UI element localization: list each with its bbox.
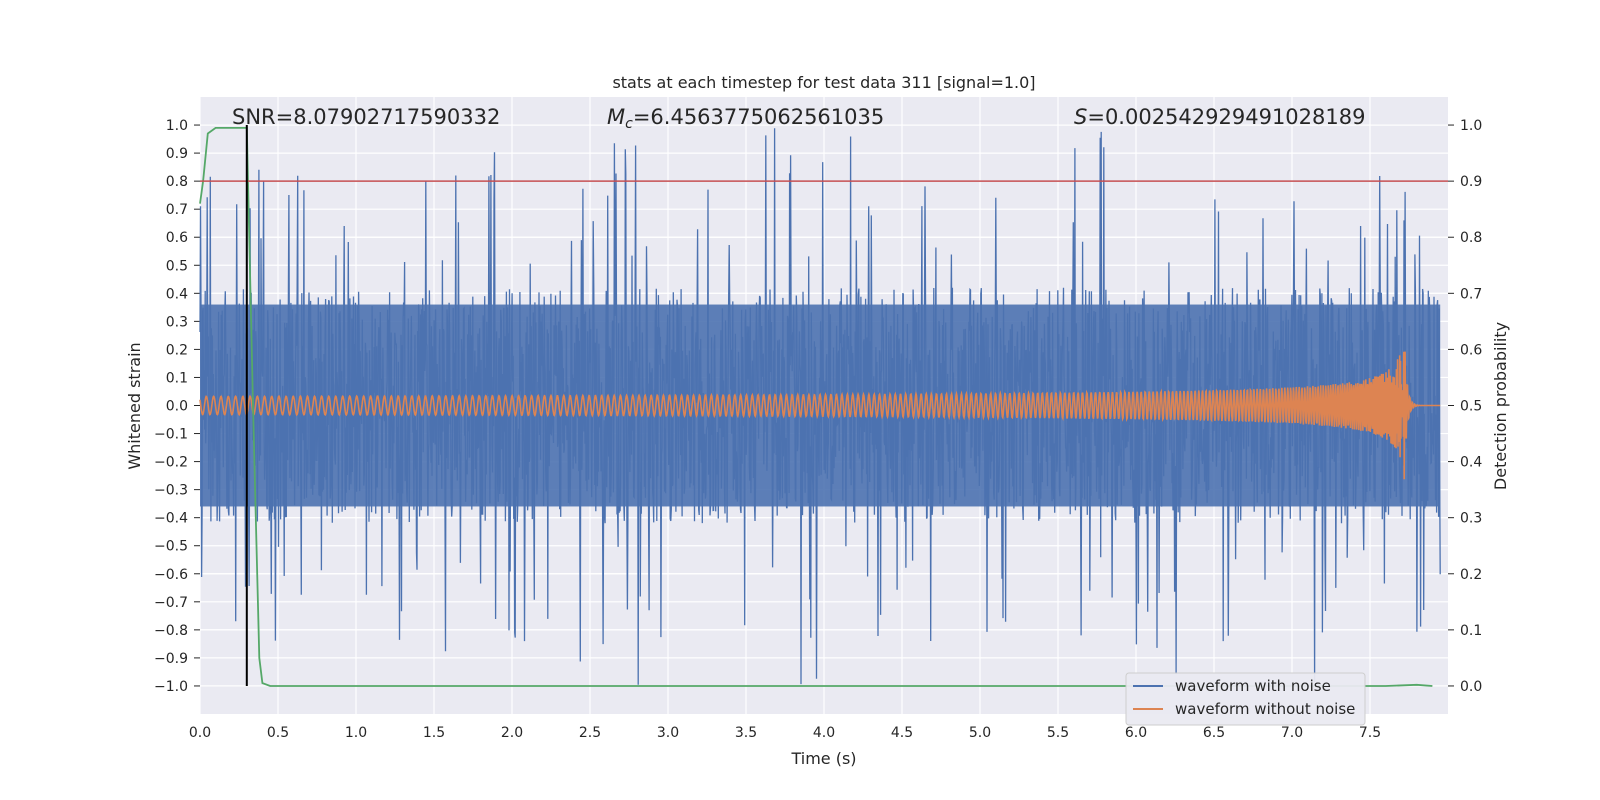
x-tick-label: 6.0 (1125, 725, 1147, 741)
y-tick-label: 0.8 (166, 174, 188, 190)
y-tick-label: 0.3 (166, 314, 188, 330)
y2-tick-label: 0.7 (1460, 286, 1482, 302)
x-tick-label: 3.5 (735, 725, 757, 741)
x-tick-label: 6.5 (1203, 725, 1225, 741)
overlays (200, 125, 1448, 686)
y-axis-label: Whitened strain (125, 342, 144, 469)
x-tick-label: 4.5 (891, 725, 913, 741)
y-tick-label: 1.0 (166, 118, 188, 134)
y2-tick-label: 0.8 (1460, 230, 1482, 246)
y2-tick-label: 0.2 (1460, 567, 1482, 583)
series-waveform-without-noise (199, 351, 1441, 480)
y-tick-label: 0.1 (166, 370, 188, 386)
mc-subscript: c (625, 116, 633, 132)
x-tick-label: 7.0 (1281, 725, 1303, 741)
y2-tick-label: 0.3 (1460, 511, 1482, 527)
y-tick-label: −0.2 (154, 455, 188, 471)
legend-label-noise: waveform with noise (1175, 677, 1331, 695)
s-value: =0.002542929491028189 (1087, 105, 1365, 129)
x-tick-label: 2.0 (501, 725, 523, 741)
legend-box (1125, 672, 1366, 726)
y-tick-label: 0.7 (166, 202, 188, 218)
y-tick-label: −0.9 (154, 651, 188, 667)
chirp-mass-annotation: Mc=6.4563775062561035 (607, 105, 884, 132)
series-detection-probability (199, 127, 1433, 687)
y2-tick-label: 0.4 (1460, 455, 1482, 471)
legend: waveform with noise waveform without noi… (1125, 672, 1366, 726)
y-tick-label: 0.5 (166, 258, 188, 274)
x-tick-label: 5.0 (969, 725, 991, 741)
y-tick-label: −0.4 (154, 511, 188, 527)
y-tick-label: 0.6 (166, 230, 188, 246)
y-tick-label: −1.0 (154, 679, 188, 695)
y-tick-label: −0.1 (154, 427, 188, 443)
y-tick-labels: 1.0 0.9 0.8 0.7 0.6 0.5 0.4 0.3 0.2 0.1 0.0 −0.1 −0.… (154, 118, 188, 695)
s-annotation: S=0.002542929491028189 (1074, 105, 1365, 129)
y2-tick-label: 0.0 (1460, 679, 1482, 695)
y2-tick-label: 0.1 (1460, 623, 1482, 639)
detection-probability-line (199, 127, 1433, 687)
y2-tick-label: 0.5 (1460, 399, 1482, 415)
mc-symbol: M (607, 105, 625, 129)
x-tick-label: 5.5 (1047, 725, 1069, 741)
x-tick-label: 0.0 (189, 725, 211, 741)
y-tick-label: −0.8 (154, 623, 188, 639)
y2-tick-label: 1.0 (1460, 118, 1482, 134)
y2-axis-label: Detection probability (1491, 322, 1510, 490)
s-symbol: S (1074, 105, 1087, 129)
x-tick-label: 0.5 (267, 725, 289, 741)
y-tick-label: 0.2 (166, 342, 188, 358)
x-tick-labels: 0.0 0.5 1.0 1.5 2.0 2.5 3.0 3.5 4.0 4.5 5.0 5.5 6.0 6… (189, 725, 1381, 741)
x-tick-label: 1.5 (423, 725, 445, 741)
x-tick-label: 3.0 (657, 725, 679, 741)
y-tick-label: −0.6 (154, 567, 188, 583)
snr-annotation: SNR=8.07902717590332 (232, 105, 500, 129)
y-tick-label: −0.7 (154, 595, 188, 611)
mc-value: =6.4563775062561035 (633, 105, 884, 129)
y-tick-label: 0.9 (166, 146, 188, 162)
x-tick-label: 2.5 (579, 725, 601, 741)
legend-label-clean: waveform without noise (1175, 700, 1355, 718)
chart-title: stats at each timestep for test data 311… (612, 73, 1035, 92)
y-tick-label: 0.4 (166, 286, 188, 302)
x-tick-label: 7.5 (1359, 725, 1381, 741)
y2-tick-label: 0.6 (1460, 342, 1482, 358)
y2-tick-labels: 1.0 0.9 0.8 0.7 0.6 0.5 0.4 0.3 0.2 0.1 0.0 (1460, 118, 1482, 695)
y-tick-label: −0.5 (154, 539, 188, 555)
waveform-without-noise-line (199, 351, 1441, 480)
y2-tick-label: 0.9 (1460, 174, 1482, 190)
y-tick-label: −0.3 (154, 483, 188, 499)
y-tick-label: 0.0 (166, 399, 188, 415)
x-tick-label: 1.0 (345, 725, 367, 741)
x-tick-label: 4.0 (813, 725, 835, 741)
x-axis-label: Time (s) (790, 749, 856, 768)
